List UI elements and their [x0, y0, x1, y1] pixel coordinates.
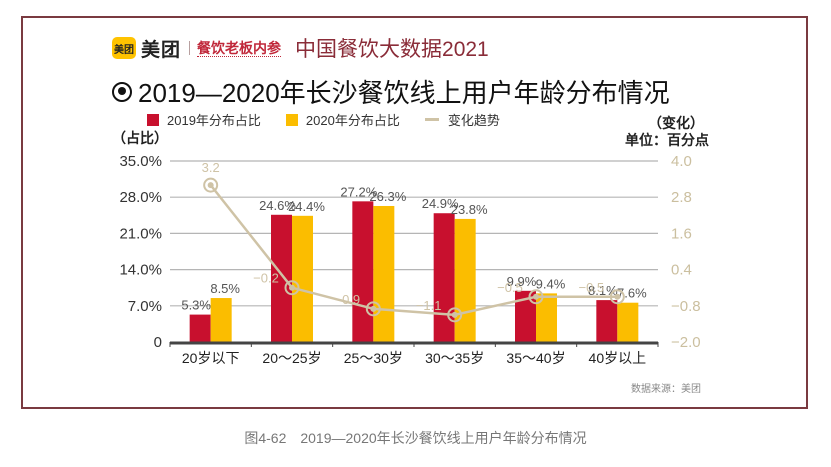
category-label: 20～25岁: [262, 350, 321, 366]
left-tick-label: 0: [154, 334, 162, 351]
bar-2020: [536, 293, 557, 342]
right-tick-label: 0.4: [671, 262, 692, 279]
bar-2019: [352, 201, 374, 342]
bar-label-2020: 23.8%: [451, 202, 488, 217]
trend-label: −0.5: [578, 280, 604, 295]
right-tick-label: −2.0: [671, 334, 701, 351]
bar-2020: [373, 205, 395, 342]
bar-label-2019: 24.9%: [422, 196, 459, 211]
legend-item-2020: 2020年分布占比: [285, 110, 400, 129]
category-label: 30～35岁: [425, 350, 484, 366]
bar-label-2019: 24.6%: [259, 198, 296, 213]
bar-label-2020: 8.5%: [210, 281, 240, 296]
bar-2019: [189, 314, 211, 342]
trend-point: [207, 182, 214, 189]
trend-point: [614, 293, 621, 300]
right-tick-label: 2.8: [671, 189, 692, 206]
figure-caption: 图4-62 2019—2020年长沙餐饮线上用户年龄分布情况: [244, 430, 587, 446]
left-tick-label: 28.0%: [119, 189, 162, 206]
data-source: 数据来源：美团: [631, 384, 701, 395]
trend-label: −1.1: [416, 298, 442, 313]
legend-swatch-2020: [285, 113, 298, 126]
right-tick-label: 4.0: [671, 153, 692, 170]
bar-label-2020: 7.6%: [617, 286, 647, 301]
report-title: 中国餐饮大数据2021: [295, 38, 489, 61]
bar-2020: [292, 215, 313, 342]
legend-item-2019: 2019年分布占比: [147, 110, 261, 129]
category-label: 25～30岁: [344, 350, 403, 366]
legend-label-trend: 变化趋势: [447, 113, 500, 128]
bar-label-2019: 27.2%: [340, 184, 377, 199]
category-label: 35～40岁: [506, 350, 565, 366]
right-tick-label: 1.6: [671, 225, 692, 242]
category-label: 20岁以下: [182, 350, 240, 366]
partner-name: 餐饮老板内参: [197, 39, 282, 57]
right-tick-label: −0.8: [671, 298, 701, 315]
bar-2020: [210, 298, 232, 342]
trend-label: −0.9: [334, 292, 360, 307]
brand-header: 美团 美团 餐饮老板内参 中国餐饮大数据2021: [112, 37, 489, 61]
radio-bullet-icon: [112, 81, 132, 102]
trend-label: −0.2: [253, 271, 279, 286]
meituan-logo-icon: 美团: [112, 37, 136, 59]
chart-title-row: 2019—2020年长沙餐饮线上用户年龄分布情况: [112, 73, 670, 110]
bar-label-2019: 9.9%: [507, 274, 537, 289]
right-axis-unit: （变化）: [648, 115, 704, 131]
left-tick-label: 21.0%: [119, 225, 162, 242]
bar-label-2019: 5.3%: [181, 298, 211, 313]
bar-2019: [515, 290, 536, 342]
trend-line: [209, 184, 618, 317]
legend-label-2019: 2019年分布占比: [167, 113, 261, 128]
left-tick-label: 14.0%: [119, 262, 162, 279]
bar-2020: [454, 218, 476, 342]
trend-point: [451, 311, 458, 318]
bar-label-2020: 26.3%: [369, 189, 406, 204]
legend-swatch-trend: [424, 118, 439, 121]
legend-label-2020: 2020年分布占比: [305, 113, 400, 128]
trend-point-ring: [528, 289, 544, 305]
bar-label-2020: 24.4%: [288, 199, 325, 214]
chart-frame: [21, 16, 808, 409]
trend-point-ring: [365, 301, 381, 317]
trend-point-ring: [284, 280, 300, 296]
legend: 2019年分布占比 2020年分布占比 变化趋势: [147, 110, 525, 129]
bar-2020: [617, 302, 639, 342]
legend-item-trend: 变化趋势: [424, 110, 500, 129]
category-label: 40岁以上: [589, 350, 647, 366]
trend-point-ring: [609, 289, 625, 305]
brand-divider: [189, 41, 191, 55]
left-tick-label: 7.0%: [128, 298, 162, 315]
bar-2019: [271, 214, 292, 342]
trend-point: [370, 305, 377, 312]
left-tick-label: 35.0%: [119, 153, 162, 170]
bar-2019: [596, 300, 618, 342]
right-axis-unit-detail: 单位：百分点: [625, 132, 709, 148]
trend-point: [533, 293, 539, 300]
left-axis-unit: （占比）: [112, 130, 168, 146]
chart-title: 2019—2020年长沙餐饮线上用户年龄分布情况: [138, 78, 670, 108]
bar-label-2020: 9.4%: [536, 276, 566, 291]
bar-2019: [433, 213, 455, 342]
legend-swatch-2019: [147, 113, 159, 126]
trend-label: 3.2: [202, 160, 220, 175]
trend-label: −0.5: [497, 280, 523, 295]
trend-point-ring: [447, 307, 463, 323]
trend-point: [289, 284, 295, 291]
trend-point-ring: [203, 177, 219, 193]
brand-name: 美团: [141, 39, 182, 61]
